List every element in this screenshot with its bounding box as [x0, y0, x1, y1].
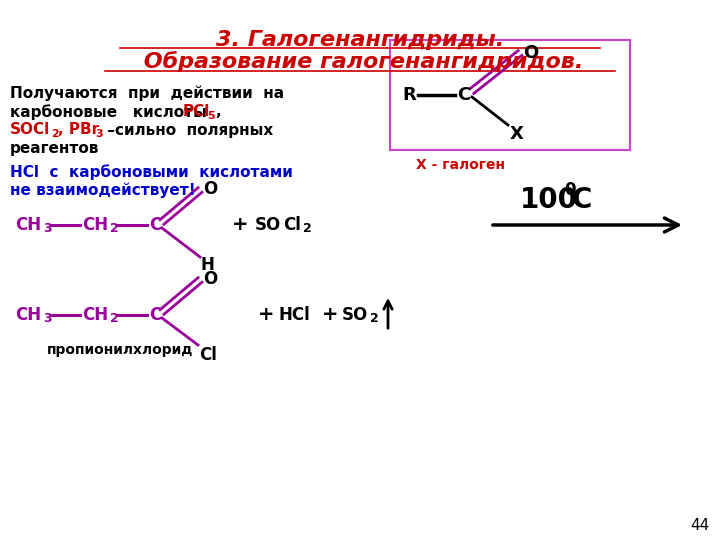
- Text: H: H: [200, 256, 214, 274]
- Text: 44: 44: [690, 517, 710, 532]
- Bar: [390, 40, 630, 150]
- Text: 100: 100: [520, 186, 578, 214]
- Text: C: C: [149, 306, 161, 324]
- Text: HCl: HCl: [278, 306, 310, 324]
- Text: X - галоген: X - галоген: [415, 158, 505, 172]
- Text: C: C: [457, 86, 470, 104]
- Text: 2: 2: [303, 222, 312, 235]
- Text: PCl: PCl: [183, 105, 210, 119]
- Text: O: O: [203, 270, 217, 288]
- Text: 5: 5: [207, 111, 215, 121]
- Text: CH: CH: [82, 216, 108, 234]
- Text: карбоновые   кислоты: карбоновые кислоты: [10, 104, 217, 120]
- Text: CH: CH: [15, 216, 41, 234]
- Text: CH: CH: [82, 306, 108, 324]
- Text: 3: 3: [43, 313, 52, 326]
- Text: реагентов: реагентов: [10, 140, 99, 156]
- Text: Cl: Cl: [283, 216, 301, 234]
- Text: SO: SO: [255, 216, 282, 234]
- Text: 3. Галогенангидриды.: 3. Галогенангидриды.: [216, 30, 504, 50]
- Text: O: O: [523, 44, 539, 62]
- Text: 2: 2: [51, 129, 59, 139]
- Text: 2: 2: [370, 313, 379, 326]
- Text: 0: 0: [564, 181, 575, 199]
- Text: SOCl: SOCl: [10, 123, 50, 138]
- Text: +: +: [258, 306, 274, 325]
- Text: C: C: [572, 186, 593, 214]
- Text: ,: ,: [215, 105, 220, 119]
- Text: 2: 2: [110, 222, 119, 235]
- Text: –сильно  полярных: –сильно полярных: [102, 123, 274, 138]
- Text: O: O: [203, 180, 217, 198]
- Text: 2: 2: [110, 313, 119, 326]
- Text: , PBr: , PBr: [58, 123, 99, 138]
- Text: HCl  с  карбоновыми  кислотами: HCl с карбоновыми кислотами: [10, 164, 293, 180]
- Text: Образование галогенангидридов.: Образование галогенангидридов.: [136, 51, 584, 72]
- Text: +: +: [232, 215, 248, 234]
- Text: 3: 3: [43, 222, 52, 235]
- Text: SO: SO: [342, 306, 368, 324]
- Text: не взаимодействует!: не взаимодействует!: [10, 183, 196, 198]
- Text: R: R: [402, 86, 415, 104]
- Text: CH: CH: [15, 306, 41, 324]
- Text: 3: 3: [95, 129, 103, 139]
- Text: Cl: Cl: [199, 346, 217, 364]
- Text: +: +: [322, 306, 338, 325]
- Text: X: X: [510, 125, 524, 143]
- Text: пропионилхлорид: пропионилхлорид: [47, 343, 193, 357]
- Text: Получаются  при  действии  на: Получаются при действии на: [10, 85, 284, 101]
- Text: C: C: [149, 216, 161, 234]
